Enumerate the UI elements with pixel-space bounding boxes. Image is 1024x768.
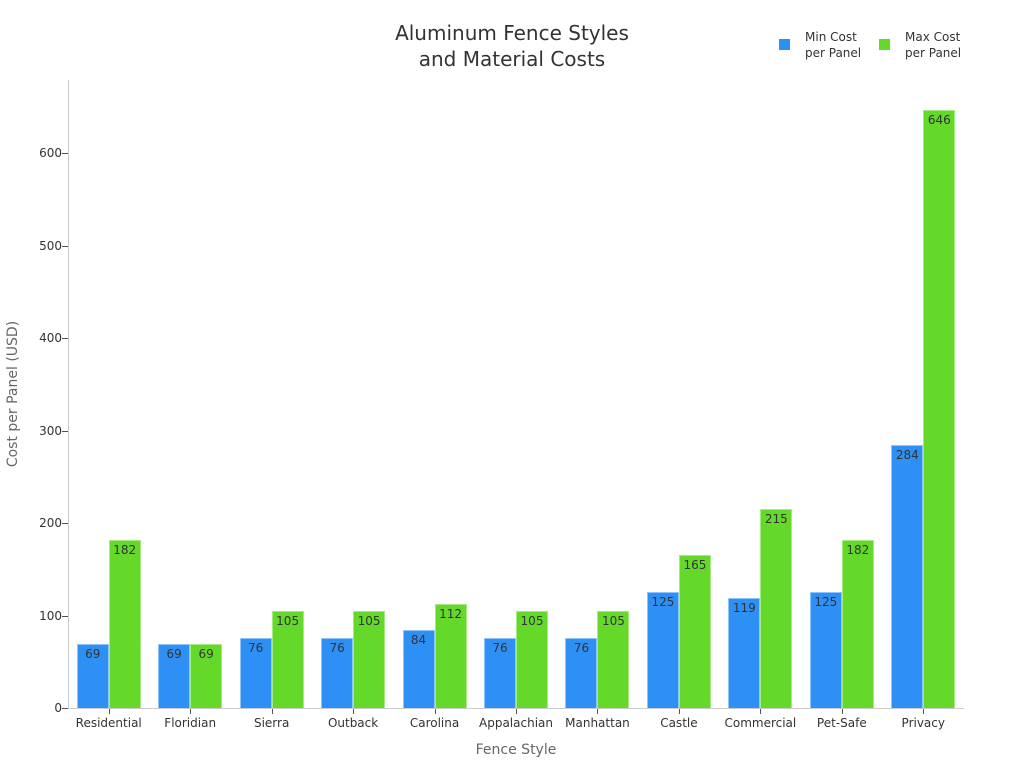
- y-tick: [62, 430, 68, 432]
- x-tick-label: Castle: [660, 716, 698, 730]
- bar-max-outback[interactable]: [353, 610, 386, 708]
- bar-value-label: 105: [357, 613, 381, 628]
- bar-value-label: 69: [166, 647, 182, 662]
- y-tick-label: 400: [39, 331, 62, 345]
- bar-max-residential[interactable]: [108, 539, 141, 708]
- x-tick-label: Floridian: [164, 716, 217, 730]
- legend: Min Cost per Panel Max Cost per Panel: [775, 29, 975, 61]
- bar-value-label: 76: [329, 640, 345, 655]
- y-tick-label: 600: [39, 146, 62, 160]
- x-tick-label: Outback: [327, 716, 379, 730]
- y-tick: [62, 338, 68, 339]
- bar-value-label: 182: [846, 542, 870, 557]
- bar-max-appalachian[interactable]: [516, 610, 548, 708]
- bar-value-label: 105: [602, 613, 625, 628]
- bar-min-residential[interactable]: [76, 644, 109, 708]
- bar-value-label: 112: [439, 607, 462, 622]
- bar-value-label: 165: [683, 558, 707, 573]
- bar-value-label: 105: [276, 613, 300, 628]
- x-tick-label: Residential: [75, 716, 142, 730]
- bar-min-sierra[interactable]: [239, 637, 272, 708]
- x-tick: [841, 709, 843, 714]
- chart-title-line-2: and Material Costs: [418, 47, 606, 71]
- bar-value-label: 76: [247, 640, 264, 655]
- bar-min-floridian[interactable]: [158, 644, 191, 708]
- bar-min-carolina[interactable]: [402, 630, 435, 708]
- x-tick: [434, 709, 436, 714]
- y-tick-label: 100: [39, 608, 62, 623]
- y-tick-label: 200: [39, 516, 62, 530]
- x-tick: [597, 709, 599, 714]
- bar-value-label: 69: [198, 647, 214, 662]
- bar-min-privacy[interactable]: [891, 445, 924, 708]
- x-axis-line: [68, 708, 964, 709]
- bar-min-pet-safe[interactable]: [809, 592, 842, 708]
- x-tick: [923, 709, 925, 714]
- bar-max-pet-safe[interactable]: [841, 539, 874, 708]
- x-tick: [271, 709, 273, 714]
- bar-max-carolina[interactable]: [434, 604, 467, 708]
- bar-value-label: 76: [492, 640, 508, 655]
- y-tick: [62, 615, 68, 617]
- bar-max-commercial[interactable]: [760, 509, 793, 708]
- chart-title: Aluminum Fence Styles and Material Costs: [312, 20, 712, 72]
- bar-value-label: 105: [520, 613, 544, 628]
- y-tick: [62, 708, 68, 709]
- bar-value-label: 84: [410, 633, 427, 648]
- legend-item-min[interactable]: Min Cost per Panel: [775, 29, 875, 61]
- x-tick-label: Manhattan: [565, 716, 630, 730]
- legend-item-max[interactable]: Max Cost per Panel: [875, 29, 975, 61]
- x-tick: [108, 709, 110, 714]
- bar-value-label: 646: [927, 113, 951, 128]
- bar-value-label: 69: [85, 647, 101, 662]
- bar-value-label: 215: [764, 512, 788, 527]
- x-tick: [190, 709, 192, 714]
- bar-value-label: 119: [732, 600, 756, 615]
- x-tick-label: Appalachian: [479, 716, 553, 730]
- x-tick: [353, 709, 355, 714]
- bar-min-manhattan[interactable]: [565, 637, 598, 708]
- y-tick-label: 500: [39, 238, 62, 253]
- x-tick-label: Commercial: [724, 716, 797, 730]
- bar-value-label: 182: [113, 542, 137, 557]
- bar-value-label: 125: [651, 595, 675, 610]
- legend-label-max-line-2: per Panel: [905, 46, 962, 60]
- chart-title-line-1: Aluminum Fence Styles: [395, 21, 629, 45]
- bar-value-label: 76: [573, 640, 590, 655]
- y-axis-line: [68, 80, 69, 709]
- x-tick-label: Sierra: [253, 716, 290, 730]
- bar-min-commercial[interactable]: [728, 597, 761, 708]
- x-tick-label: Privacy: [901, 716, 945, 730]
- y-tick: [62, 153, 68, 154]
- y-axis-title: Cost per Panel (USD): [5, 320, 21, 468]
- x-tick-label: Pet-Safe: [816, 716, 867, 730]
- bar-value-label: 125: [814, 595, 838, 610]
- x-axis-title: Fence Style: [475, 742, 557, 758]
- y-tick-label: 0: [54, 701, 62, 715]
- y-tick-label: 300: [39, 423, 62, 438]
- x-tick: [678, 709, 680, 714]
- bar-max-floridian[interactable]: [190, 644, 223, 708]
- bar-min-outback[interactable]: [321, 637, 354, 708]
- legend-label-min-line-2: per Panel: [805, 46, 862, 60]
- legend-swatch-min-icon: [779, 39, 790, 50]
- x-tick-label: Carolina: [409, 716, 460, 730]
- bar-min-castle[interactable]: [646, 592, 679, 708]
- x-tick: [516, 709, 517, 714]
- legend-label-max-line-1: Max Cost: [905, 30, 961, 44]
- legend-label-min-line-1: Min Cost: [805, 30, 857, 44]
- legend-swatch-max-icon: [879, 39, 890, 50]
- bar-min-appalachian[interactable]: [484, 637, 516, 708]
- y-tick: [62, 523, 68, 524]
- y-tick: [62, 245, 68, 247]
- x-tick: [760, 709, 762, 714]
- bar-max-privacy[interactable]: [923, 110, 956, 708]
- bar-max-castle[interactable]: [678, 555, 711, 708]
- bar-value-label: 284: [895, 448, 919, 463]
- bar-max-sierra[interactable]: [271, 610, 304, 708]
- bar-max-manhattan[interactable]: [597, 610, 630, 708]
